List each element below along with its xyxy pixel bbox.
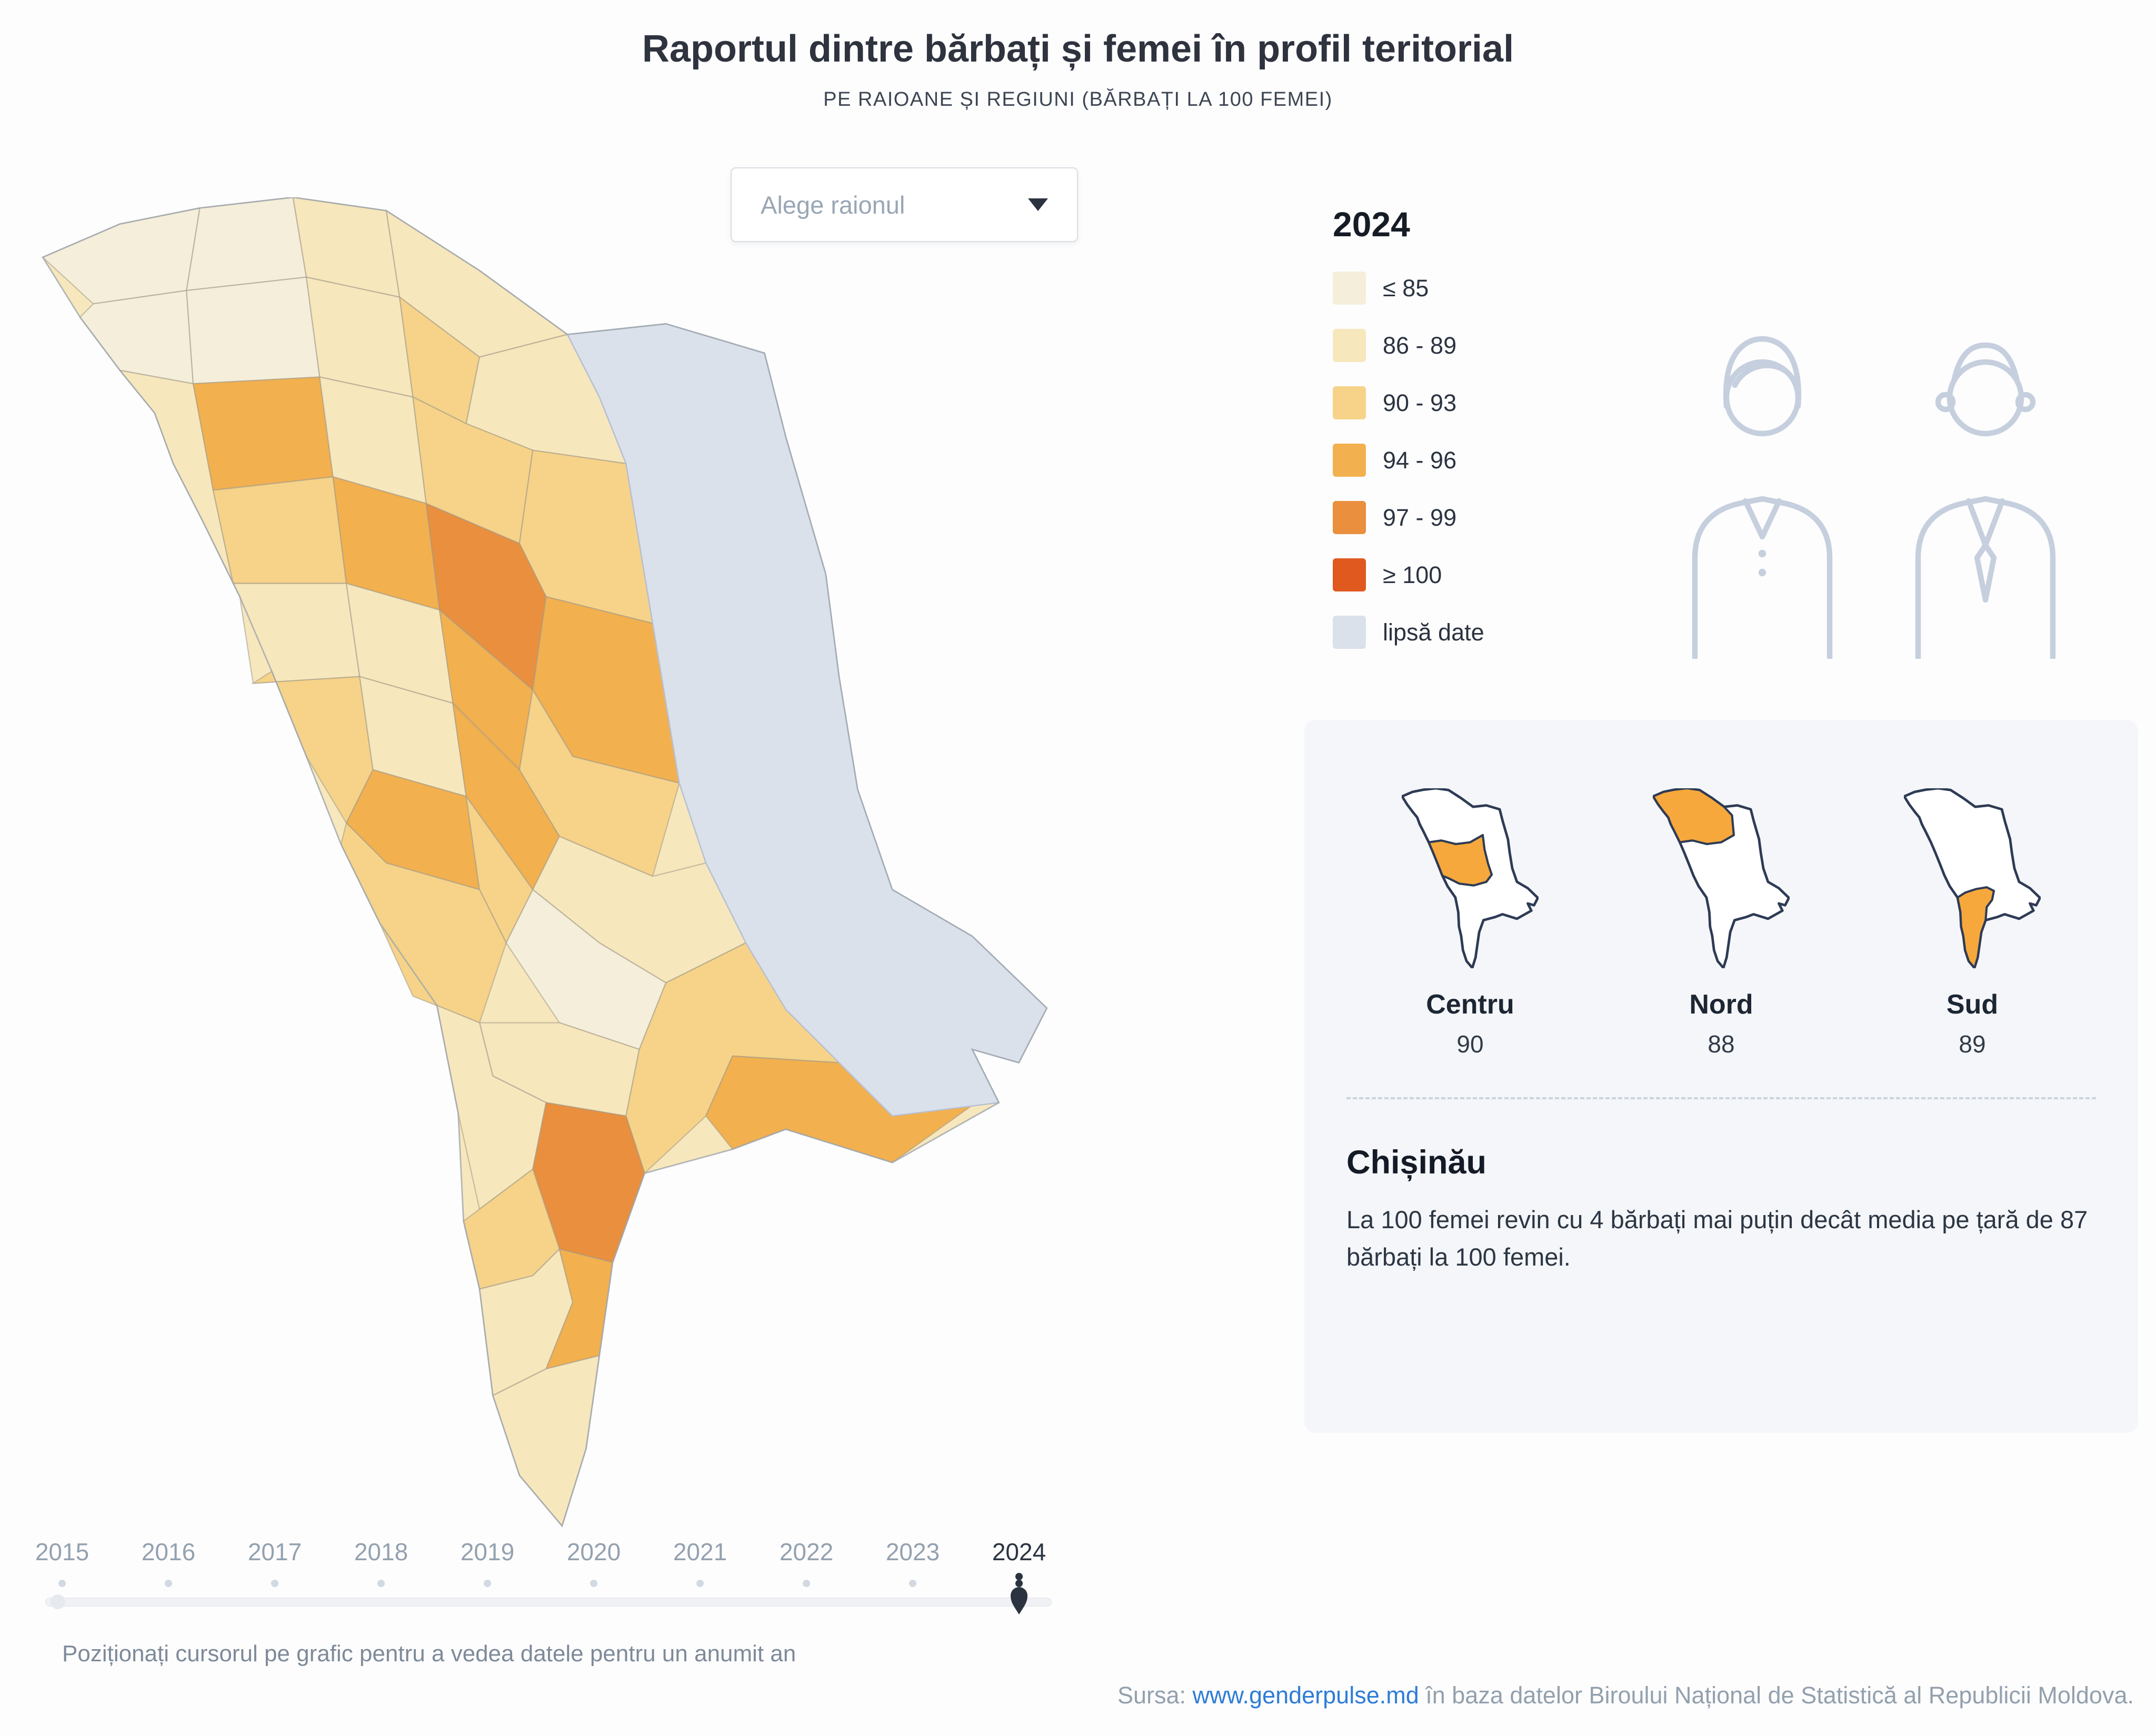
region-name: Sud	[1946, 989, 1999, 1020]
legend-swatch	[1333, 501, 1366, 534]
map-district[interactable]	[192, 376, 334, 491]
map-district[interactable]	[186, 276, 321, 385]
timeline-dot[interactable]	[58, 1580, 66, 1587]
source-attribution: Sursa: www.genderpulse.md în baza datelo…	[1117, 1682, 2134, 1709]
dashed-divider	[1346, 1097, 2096, 1099]
timeline-dot[interactable]	[1015, 1580, 1023, 1587]
minimap-highlight	[1428, 834, 1493, 887]
timeline-year-2022[interactable]: 2022	[779, 1538, 834, 1566]
timeline-dot[interactable]	[803, 1580, 810, 1587]
map-district[interactable]	[212, 476, 347, 584]
region-card-centru: Centru 90	[1389, 787, 1552, 1058]
timeline-year-2019[interactable]: 2019	[460, 1538, 515, 1566]
moldova-choropleth-map	[42, 197, 1048, 1528]
timeline-year-2016[interactable]: 2016	[141, 1538, 196, 1566]
source-prefix: Sursa:	[1117, 1682, 1193, 1709]
chisinau-title: Chișinău	[1346, 1144, 1487, 1181]
timeline-dot[interactable]	[590, 1580, 597, 1587]
minimap-highlight	[1956, 886, 1995, 969]
region-value: 89	[1959, 1030, 1986, 1058]
legend-item: 86 - 89	[1333, 329, 1484, 362]
chevron-down-icon	[1028, 198, 1048, 211]
region-value: 88	[1708, 1030, 1735, 1058]
timeline-year-2023[interactable]: 2023	[885, 1538, 940, 1566]
legend-label: 94 - 96	[1383, 446, 1457, 474]
legend-swatch	[1333, 386, 1366, 419]
timeline-year-2015[interactable]: 2015	[35, 1538, 89, 1566]
legend-swatch	[1333, 272, 1366, 305]
legend-item: ≤ 85	[1333, 272, 1484, 305]
timeline-year-2020[interactable]: 2020	[566, 1538, 621, 1566]
legend-label: 86 - 89	[1383, 332, 1457, 359]
district-select[interactable]: Alege raionul	[731, 167, 1078, 242]
legend-swatch	[1333, 558, 1366, 591]
map-country-border	[42, 197, 1048, 1528]
legend-item: ≥ 100	[1333, 558, 1484, 591]
timeline-year-2021[interactable]: 2021	[673, 1538, 727, 1566]
legend-item: 97 - 99	[1333, 501, 1484, 534]
region-value: 90	[1456, 1030, 1484, 1058]
page-title: Raportul dintre bărbați și femei în prof…	[642, 28, 1514, 70]
legend-label: ≤ 85	[1383, 274, 1429, 302]
timeline-year-2017[interactable]: 2017	[247, 1538, 302, 1566]
timeline-dot[interactable]	[696, 1580, 704, 1587]
minimap-outline	[1903, 787, 2041, 969]
timeline-track-origin	[51, 1594, 65, 1609]
legend-label: 97 - 99	[1383, 504, 1457, 531]
timeline-dot[interactable]	[377, 1580, 385, 1587]
legend-label: ≥ 100	[1383, 561, 1442, 588]
man-icon	[1915, 342, 2056, 659]
timeline-year-2018[interactable]: 2018	[354, 1538, 408, 1566]
legend-label: 90 - 93	[1383, 389, 1457, 416]
source-suffix: în baza datelor Biroului Național de Sta…	[1419, 1682, 2134, 1709]
region-card-sud: Sud 89	[1891, 787, 2054, 1058]
legend-year: 2024	[1333, 205, 1410, 244]
map-district[interactable]	[186, 197, 307, 292]
minimap-highlight	[1652, 787, 1735, 846]
page-subtitle: PE RAIOANE ȘI REGIUNI (BĂRBAȚI LA 100 FE…	[823, 88, 1333, 111]
legend-swatch	[1333, 329, 1366, 362]
legend-item: lipsă date	[1333, 616, 1484, 649]
timeline-dot[interactable]	[271, 1580, 278, 1587]
legend-item: 90 - 93	[1333, 386, 1484, 419]
legend-swatch	[1333, 616, 1366, 649]
timeline-dot[interactable]	[165, 1580, 172, 1587]
map-district[interactable]	[340, 821, 507, 1024]
legend-item: 94 - 96	[1333, 444, 1484, 477]
timeline-hint: Poziționați cursorul pe grafic pentru a …	[62, 1641, 796, 1667]
timeline-dot[interactable]	[484, 1580, 491, 1587]
timeline-track[interactable]	[45, 1598, 1052, 1607]
timeline-year-2024[interactable]: 2024	[992, 1538, 1046, 1566]
minimap-centru	[1401, 787, 1539, 969]
legend-swatch	[1333, 444, 1366, 477]
region-name: Centru	[1426, 989, 1514, 1020]
source-link[interactable]: www.genderpulse.md	[1192, 1682, 1419, 1709]
woman-and-man-illustration	[1692, 336, 2056, 659]
chisinau-text: La 100 femei revin cu 4 bărbați mai puți…	[1346, 1206, 2088, 1271]
district-select-placeholder: Alege raionul	[761, 190, 905, 219]
region-name: Nord	[1689, 989, 1753, 1020]
woman-icon	[1692, 336, 1833, 659]
regions-panel: Centru 90 Nord 88 Sud 89 Chișinău La 100 feme…	[1304, 720, 2138, 1433]
legend-items: ≤ 85 86 - 89 90 - 93 94 - 96 97 - 99 ≥ 100 lip…	[1333, 272, 1484, 649]
region-cards: Centru 90 Nord 88 Sud 89	[1336, 787, 2107, 1058]
minimap-sud	[1903, 787, 2041, 969]
map-district[interactable]	[79, 289, 194, 385]
minimap-nord	[1652, 787, 1790, 969]
timeline-slider-handle[interactable]	[1007, 1572, 1031, 1618]
timeline-dot[interactable]	[909, 1580, 916, 1587]
legend: 2024 ≤ 85 86 - 89 90 - 93 94 - 96 97 - 99 ≥ 1…	[1333, 204, 1484, 673]
map-district[interactable]	[232, 583, 361, 684]
legend-label: lipsă date	[1383, 618, 1484, 646]
map-district[interactable]	[251, 670, 374, 825]
region-card-nord: Nord 88	[1640, 787, 1803, 1058]
